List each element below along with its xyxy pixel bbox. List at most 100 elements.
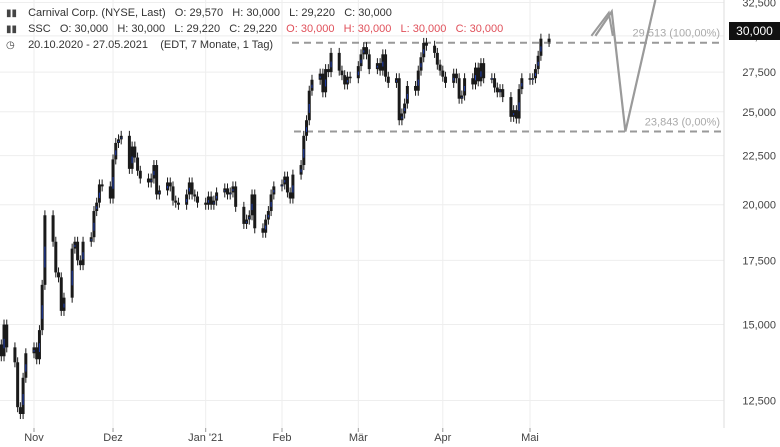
level-lines: 29,513 (100,00%) 23,843 (0,00%) (292, 28, 724, 133)
candle-body (528, 78, 532, 80)
candle-body (414, 85, 418, 91)
candle-up-mark (153, 171, 155, 176)
candle-body (514, 110, 518, 119)
candle-body (288, 192, 292, 199)
candle-up-mark (382, 61, 384, 67)
candle-body (18, 407, 22, 415)
candle-up-mark (188, 187, 190, 192)
candle-up-mark (186, 199, 188, 203)
candle-body (13, 347, 17, 363)
candle-body (193, 194, 197, 197)
legend-high: H: 30,000 (232, 7, 280, 19)
candle-up-mark (518, 102, 520, 112)
legend-name: Carnival Corp. (NYSE, Last) (28, 7, 166, 19)
candle-up-mark (534, 73, 536, 76)
candle-body (76, 241, 80, 261)
x-tick-label: Mai (521, 432, 539, 444)
candle-up-mark (292, 185, 294, 193)
candle-up-mark (417, 79, 419, 86)
y-tick-label: 20,000 (742, 200, 776, 212)
candle-body (133, 146, 137, 158)
candle-up-mark (93, 222, 95, 231)
candle-body (16, 362, 20, 408)
candle-up-mark (232, 189, 234, 191)
x-axis: Nov Dez Jan '21 Feb Mär Apr Mai (24, 0, 725, 444)
y-tick-label: 12,500 (742, 395, 776, 407)
legend-line-instrument: ▮▮ Carnival Corp. (NYSE, Last) O: 29,570… (6, 6, 392, 21)
legend-open: O: 29,570 (174, 7, 224, 19)
candle-up-mark (38, 343, 40, 352)
candle-up-mark (423, 49, 425, 54)
candle-body (168, 182, 172, 187)
level-label: 23,843 (0,00%) (645, 117, 720, 129)
candle-body (337, 52, 341, 71)
x-tick-label: Feb (273, 432, 292, 444)
candle-body (138, 170, 142, 179)
projection-echo (590, 10, 614, 37)
candle-body (482, 63, 486, 79)
candle-body (261, 228, 265, 233)
legend-ssc-name: SSC (28, 23, 51, 35)
candle-up-mark (420, 63, 422, 68)
candle-up-mark (63, 303, 65, 308)
candle-body (100, 184, 104, 187)
candle-body (444, 76, 448, 83)
legend-ssc-open-red: O: 30,000 (286, 23, 335, 35)
candle-up-mark (213, 202, 215, 204)
candle-body (424, 42, 428, 46)
candle-up-mark (131, 156, 133, 164)
legend-ssc-low-red: L: 30,000 (400, 23, 447, 35)
legend-ssc-high: H: 30,000 (117, 23, 166, 35)
candle-body (35, 347, 39, 360)
legend-low: L: 29,220 (289, 7, 336, 19)
legend-ssc-close-red: C: 30,000 (455, 23, 504, 35)
legend-ssc-close: C: 29,220 (229, 23, 277, 35)
candle-up-mark (363, 50, 365, 53)
candle-body (378, 63, 382, 71)
candle-up-mark (33, 350, 35, 352)
level-label: 29,513 (100,00%) (633, 28, 720, 40)
candle-up-mark (376, 65, 378, 68)
candle-body (457, 78, 461, 99)
projection-path (590, 0, 657, 132)
candle-body (146, 178, 150, 183)
candle-up-mark (82, 252, 84, 260)
last-price-tag: 30,000 (729, 22, 780, 40)
candle-body (242, 206, 246, 224)
candle-up-mark (273, 190, 275, 193)
candle-up-mark (120, 137, 122, 139)
candle-body (547, 38, 551, 42)
candle-up-mark (41, 305, 43, 319)
candle-up-mark (216, 196, 218, 199)
clock-icon: ◷ (6, 40, 15, 51)
candle-body (155, 165, 159, 195)
candle-body (326, 69, 330, 73)
y-tick-label: 17,500 (742, 255, 776, 267)
candle-up-mark (44, 246, 46, 268)
candle-up-mark (306, 127, 308, 132)
candle-up-mark (25, 364, 27, 372)
candle-up-mark (117, 140, 119, 143)
legend-line-range: ◷ 20.10.2020 - 27.05.2021 (EDT, 7 Monate… (6, 38, 273, 53)
candle-up-mark (248, 217, 250, 219)
x-tick-label: Apr (434, 432, 451, 444)
candle-body (348, 76, 352, 79)
candle-up-mark (406, 93, 408, 100)
candle-body (386, 76, 390, 83)
candle-up-mark (167, 186, 169, 189)
candle-body (225, 188, 229, 195)
y-tick-label: 25,000 (742, 107, 776, 119)
candle-up-mark (22, 394, 24, 405)
legend-range: 20.10.2020 - 27.05.2021 (28, 39, 148, 51)
candle-body (136, 157, 140, 171)
candle-up-mark (453, 77, 455, 81)
candle-up-mark (537, 61, 539, 66)
candle-up-mark (251, 203, 253, 211)
candle-up-mark (532, 78, 534, 80)
candle-up-mark (521, 83, 523, 87)
candle-body (435, 52, 439, 65)
candle-body (127, 135, 131, 169)
candle-up-mark (346, 80, 348, 83)
candle-body (433, 45, 437, 53)
